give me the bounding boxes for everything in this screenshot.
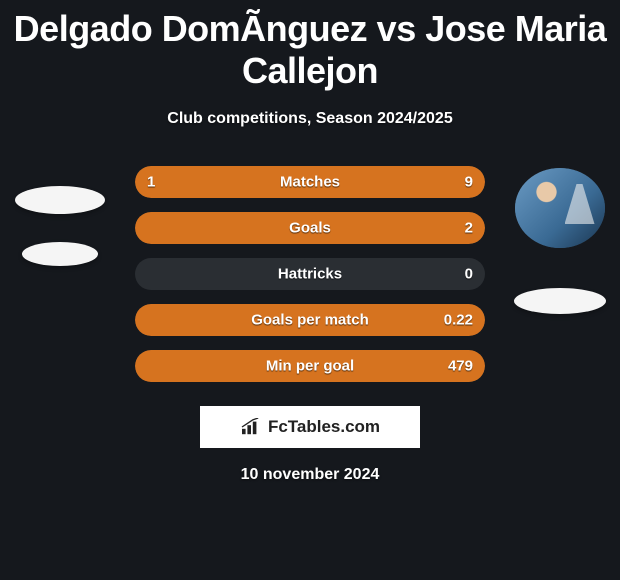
- subtitle: Club competitions, Season 2024/2025: [0, 110, 620, 128]
- page-title: Delgado DomÃ­nguez vs Jose Maria Callejo…: [0, 0, 620, 92]
- player-right-avatar: [515, 168, 605, 248]
- stat-value-right: 2: [465, 220, 473, 237]
- chart-icon: [240, 418, 262, 436]
- player-right-column: [500, 158, 620, 314]
- stat-row: Min per goal 479: [135, 350, 485, 382]
- stat-value-right: 479: [448, 358, 473, 375]
- fctables-logo[interactable]: FcTables.com: [200, 406, 420, 448]
- stat-label: Goals: [289, 220, 331, 237]
- stat-value-right: 0.22: [444, 312, 473, 329]
- stat-bars: 1 Matches 9 Goals 2 Hattricks 0 Goals per match…: [135, 166, 485, 396]
- stat-label: Min per goal: [266, 358, 354, 375]
- player-left-shadow: [22, 242, 98, 266]
- stat-value-right: 9: [465, 174, 473, 191]
- stat-label: Goals per match: [251, 312, 369, 329]
- stat-row: Goals per match 0.22: [135, 304, 485, 336]
- stat-label: Matches: [280, 174, 340, 191]
- stat-value-right: 0: [465, 266, 473, 283]
- player-left-avatar-placeholder: [15, 186, 105, 214]
- stat-value-left: 1: [147, 174, 155, 191]
- stat-row: Goals 2: [135, 212, 485, 244]
- stat-row: 1 Matches 9: [135, 166, 485, 198]
- logo-text: FcTables.com: [268, 417, 380, 437]
- comparison-content: 1 Matches 9 Goals 2 Hattricks 0 Goals per match…: [0, 158, 620, 398]
- player-right-shadow: [514, 288, 606, 314]
- stat-label: Hattricks: [278, 266, 342, 283]
- stat-row: Hattricks 0: [135, 258, 485, 290]
- player-right-avatar-image: [515, 168, 605, 248]
- snapshot-date: 10 november 2024: [0, 466, 620, 484]
- player-left-column: [0, 158, 120, 266]
